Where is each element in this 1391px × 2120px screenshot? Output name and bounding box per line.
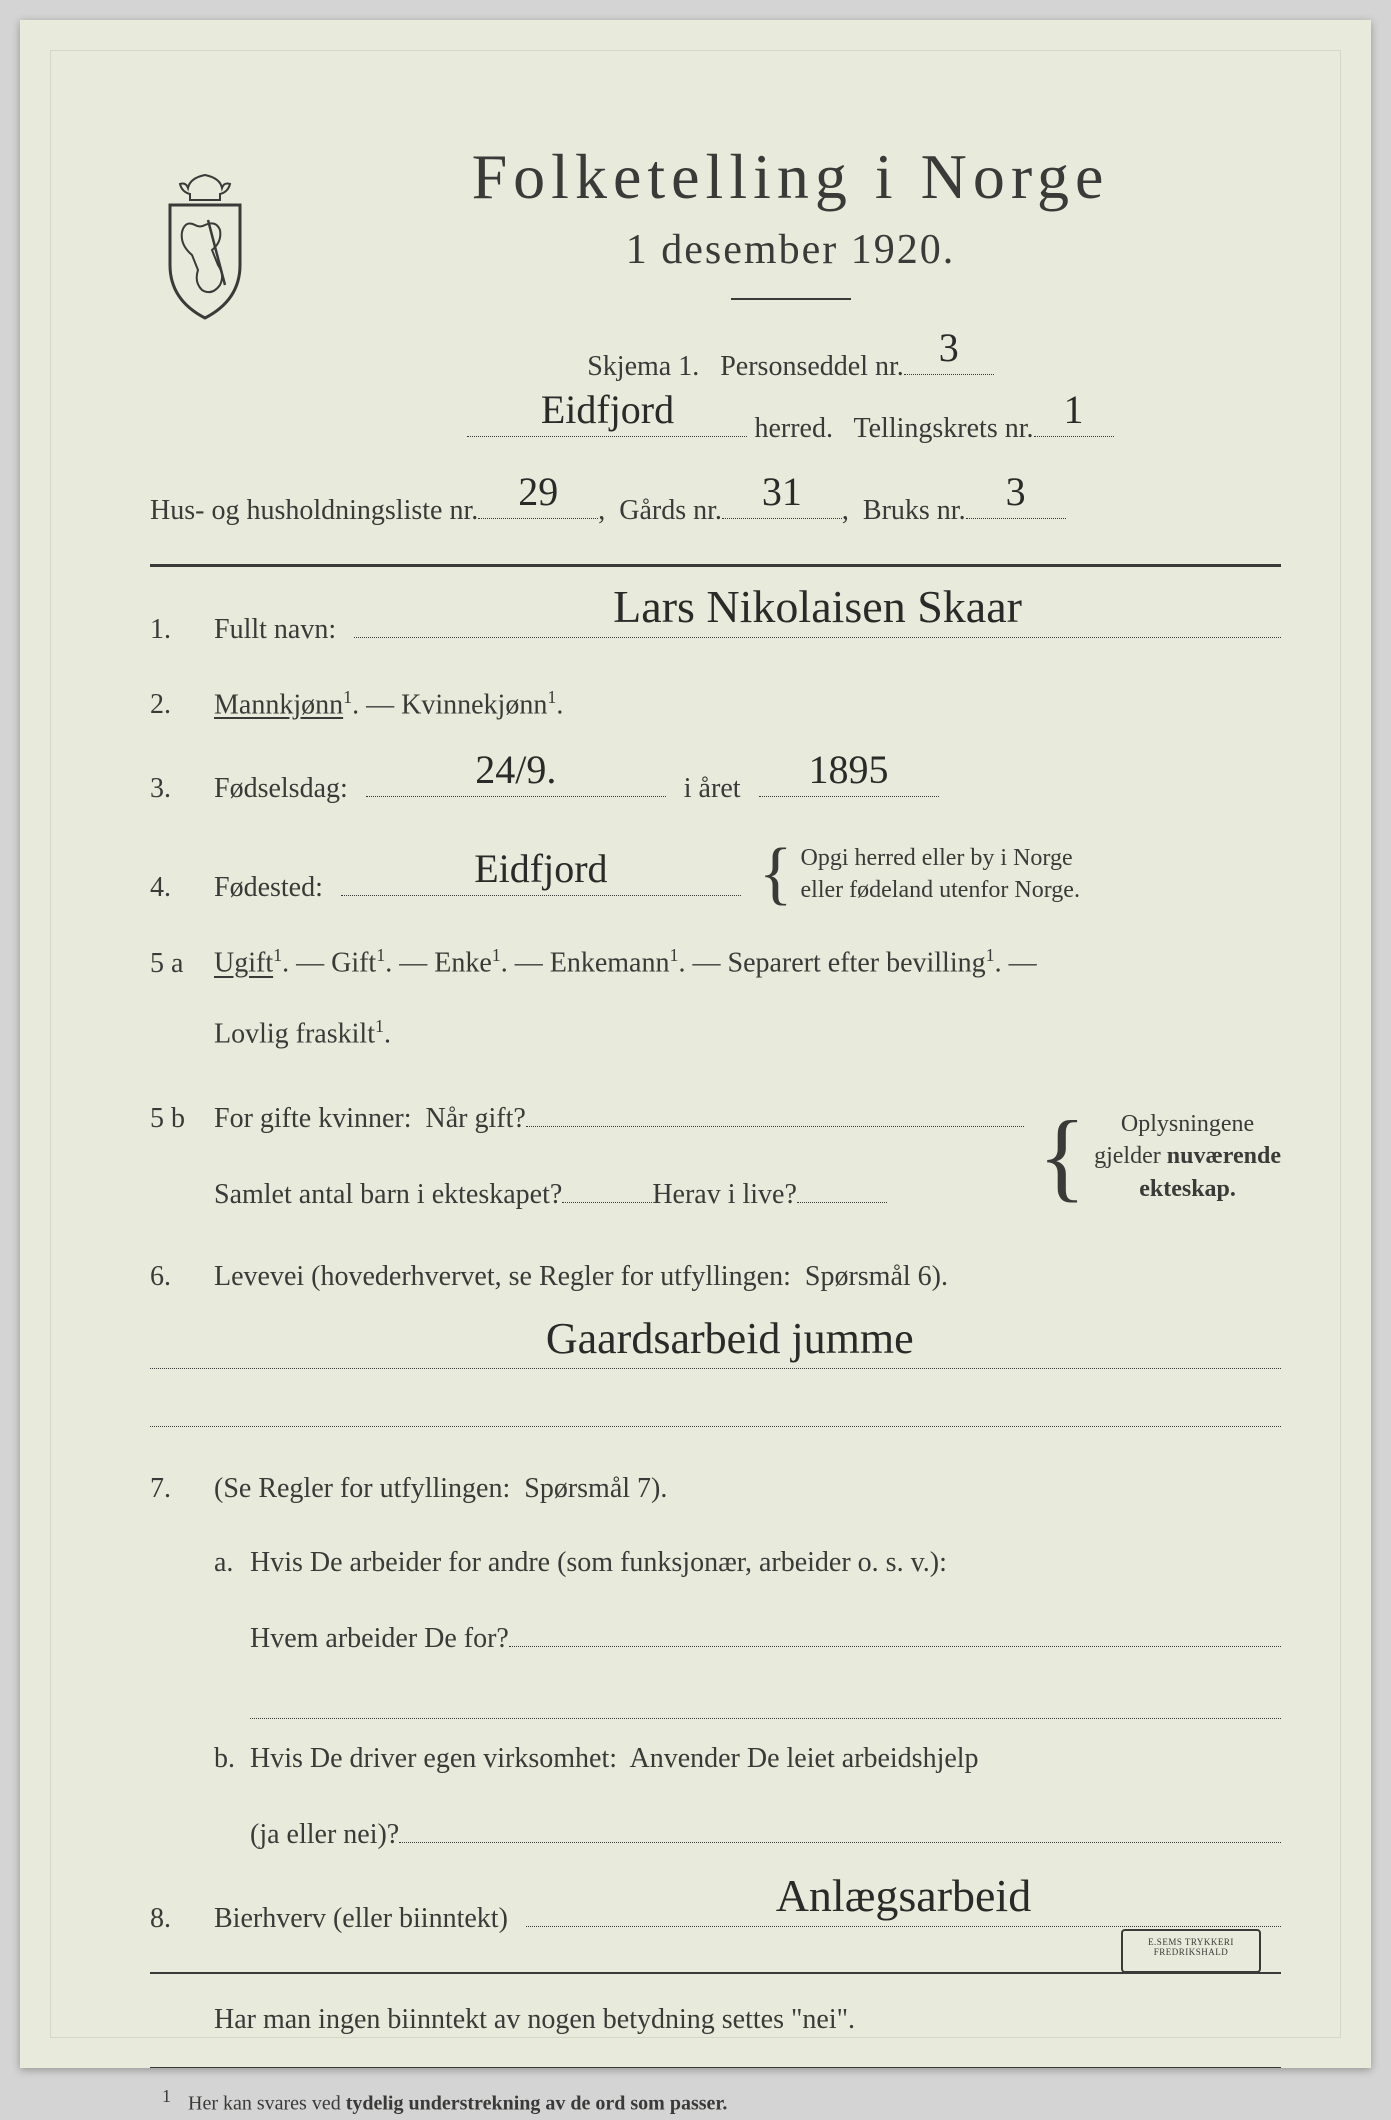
q5b-note-bold: nuværende	[1167, 1143, 1281, 1169]
q5b-l1: For gifte kvinner: Når gift?	[214, 1097, 526, 1142]
q5a-opt4: Enkemann	[550, 948, 670, 979]
hus-nr: 29	[478, 460, 598, 524]
skjema-line: Skjema 1. Personseddel nr. 3	[300, 336, 1281, 390]
q6-label: Levevei (hovederhvervet, se Regler for u…	[214, 1255, 948, 1300]
q5b-left: For gifte kvinner: Når gift? Samlet anta…	[214, 1087, 1024, 1225]
bruks-nr: 3	[966, 460, 1066, 524]
q5b-note: { Oplysningene gjelder nuværende ekteska…	[1038, 1108, 1281, 1205]
footnote: 1 Her kan svares ved tydelig understrekn…	[150, 2082, 1281, 2120]
q5b-note-l3: ekteskap.	[1139, 1176, 1236, 1202]
q4-note: { Opgi herred eller by i Norge eller fød…	[759, 842, 1080, 907]
tellingskrets-nr: 1	[1034, 378, 1114, 442]
q5a-opt1: Ugift	[214, 948, 273, 979]
q7a-letter: a.	[214, 1541, 250, 1586]
q7b: b. Hvis De driver egen virksomhet: Anven…	[214, 1737, 1281, 1858]
q6: 6. Levevei (hovederhvervet, se Regler fo…	[150, 1255, 1281, 1300]
meta-block: Skjema 1. Personseddel nr. 3 Eidfjord he…	[300, 336, 1281, 452]
q7a-l2: Hvem arbeider De for?	[250, 1617, 509, 1662]
sub-title: 1 desember 1920.	[300, 226, 1281, 274]
q3-label-b: i året	[684, 767, 741, 812]
q1: 1. Fullt navn: Lars Nikolaisen Skaar	[150, 599, 1281, 653]
herred-label: herred. Tellingskrets nr.	[747, 407, 1033, 452]
q5b-l2b: Herav i live?	[652, 1173, 797, 1218]
q7-label: (Se Regler for utfyllingen: Spørsmål 7).	[214, 1467, 667, 1512]
census-form-page: Folketelling i Norge 1 desember 1920. Sk…	[20, 20, 1371, 2068]
q7a: a. Hvis De arbeider for andre (som funks…	[214, 1541, 1281, 1719]
q3: 3. Fødselsdag: 24/9. i året 1895	[150, 758, 1281, 812]
brace-icon: {	[759, 853, 793, 895]
q4: 4. Fødested: Eidfjord { Opgi herred elle…	[150, 842, 1281, 911]
hus-label: Hus- og husholdningsliste nr.	[150, 489, 478, 534]
title-block: Folketelling i Norge 1 desember 1920. Sk…	[300, 140, 1281, 460]
q5a-opt5: Separert efter bevilling	[728, 948, 986, 979]
q3-label-a: Fødselsdag:	[214, 767, 348, 812]
gards-label: , Gårds nr.	[598, 489, 722, 534]
rule-1	[150, 564, 1281, 567]
coat-of-arms-icon	[150, 170, 260, 320]
q6-value: Gaardsarbeid jumme	[546, 1304, 914, 1374]
q8: 8. Bierhverv (eller biinntekt) Anlægsarb…	[150, 1888, 1281, 1942]
footer-note: Har man ingen biinntekt av nogen betydni…	[214, 1998, 1281, 2043]
q2: 2. Mannkjønn1. — Kvinnekjønn1.	[150, 683, 1281, 728]
q7-num: 7.	[150, 1467, 196, 1512]
q7: 7. (Se Regler for utfyllingen: Spørsmål …	[150, 1467, 1281, 1512]
q3-num: 3.	[150, 767, 196, 812]
rule-2	[150, 1972, 1281, 1974]
q7a-fill	[250, 1680, 1281, 1719]
gards-nr: 31	[722, 460, 842, 524]
q8-value: Anlægsarbeid	[526, 1859, 1281, 1933]
stamp-l1: E.SEMS TRYKKERI	[1123, 1937, 1259, 1947]
q8-label: Bierhverv (eller biinntekt)	[214, 1897, 508, 1942]
skjema-nr: 3	[904, 316, 994, 380]
q6-fill-2	[150, 1387, 1281, 1426]
q2-num: 2.	[150, 683, 196, 728]
q5b: 5 b For gifte kvinner: Når gift? Samlet …	[150, 1087, 1281, 1225]
q5a-opt2: Gift	[331, 948, 376, 979]
q4-note-l2: eller fødeland utenfor Norge.	[801, 874, 1080, 906]
q3-value-b: 1895	[759, 738, 939, 802]
q5a: 5 a Ugift1. — Gift1. — Enke1. — Enkemann…	[150, 941, 1281, 1057]
hus-line: Hus- og husholdningsliste nr. 29 , Gårds…	[150, 480, 1281, 534]
q7b-l2: (ja eller nei)?	[250, 1813, 399, 1858]
q4-value: Eidfjord	[341, 837, 741, 901]
q7a-l1: Hvis De arbeider for andre (som funksjon…	[250, 1541, 947, 1586]
q1-num: 1.	[150, 608, 196, 653]
q2-opt-mann: Mannkjønn	[214, 689, 343, 720]
brace-icon: {	[1038, 1126, 1086, 1186]
q5b-note-l1: Oplysningene	[1094, 1108, 1281, 1140]
q4-note-l1: Opgi herred eller by i Norge	[801, 842, 1080, 874]
q1-label: Fullt navn:	[214, 608, 336, 653]
q5a-opt3: Enke	[434, 948, 492, 979]
q5b-num: 5 b	[150, 1097, 196, 1142]
header: Folketelling i Norge 1 desember 1920. Sk…	[150, 140, 1281, 460]
q8-num: 8.	[150, 1897, 196, 1942]
q7b-l1: Hvis De driver egen virksomhet: Anvender…	[250, 1737, 979, 1782]
form-body: Hus- og husholdningsliste nr. 29 , Gårds…	[150, 480, 1281, 2120]
q4-label: Fødested:	[214, 866, 323, 911]
divider	[731, 298, 851, 300]
herred-line: Eidfjord herred. Tellingskrets nr. 1	[300, 398, 1281, 452]
main-title: Folketelling i Norge	[300, 140, 1281, 214]
herred-value: Eidfjord	[467, 378, 747, 442]
q5a-body: Ugift1. — Gift1. — Enke1. — Enkemann1. —…	[214, 941, 1281, 1057]
q2-body: Mannkjønn1. — Kvinnekjønn1.	[214, 683, 563, 728]
bruks-label: , Bruks nr.	[842, 489, 966, 534]
rule-3	[150, 2067, 1281, 2068]
q7b-letter: b.	[214, 1737, 250, 1782]
q6-num: 6.	[150, 1255, 196, 1300]
q5a-line2: Lovlig fraskilt	[214, 1019, 375, 1050]
stamp-l2: FREDRIKSHALD	[1123, 1947, 1259, 1957]
q5a-num: 5 a	[150, 942, 196, 987]
q6-fill-1: Gaardsarbeid jumme	[150, 1330, 1281, 1369]
q5b-l2a: Samlet antal barn i ekteskapet?	[214, 1173, 562, 1218]
printer-stamp: E.SEMS TRYKKERI FREDRIKSHALD	[1121, 1929, 1261, 1973]
q4-num: 4.	[150, 866, 196, 911]
q3-value-a: 24/9.	[366, 738, 666, 802]
q1-value: Lars Nikolaisen Skaar	[354, 570, 1281, 644]
